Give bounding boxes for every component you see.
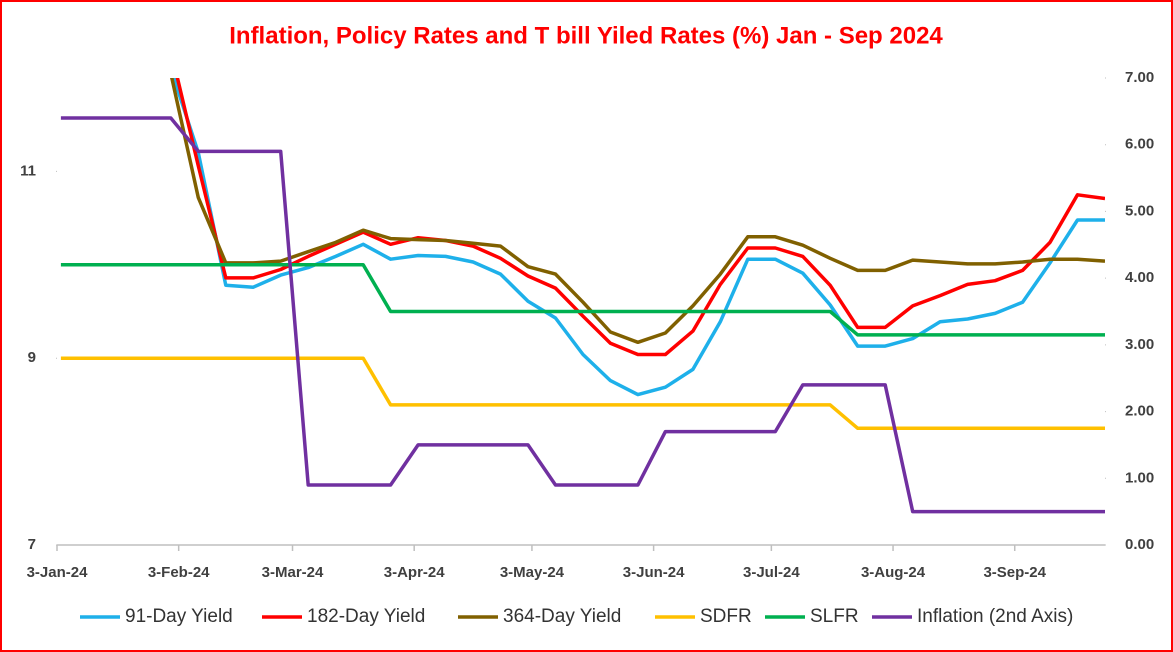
legend-label: 91-Day Yield: [125, 606, 233, 627]
legend-label: Inflation (2nd Axis): [917, 606, 1073, 627]
series-line: [60, 116, 1105, 514]
series-line: [170, 78, 1105, 345]
legend-label: 364-Day Yield: [503, 606, 621, 627]
y2-tick-label: 0.00: [1125, 536, 1154, 553]
y2-tick-label: 2.00: [1125, 403, 1154, 420]
legend-label: 182-Day Yield: [307, 606, 425, 627]
plot-area: [60, 78, 1105, 514]
y-tick-label: 7: [28, 536, 36, 553]
y2-tick-label: 6.00: [1125, 136, 1154, 153]
y2-tick-label: 1.00: [1125, 469, 1154, 486]
series-line: [60, 356, 1105, 431]
legend-label: SDFR: [700, 606, 752, 627]
x-tick-label: 3-Apr-24: [384, 564, 446, 581]
chart-title: Inflation, Policy Rates and T bill Yiled…: [229, 22, 943, 49]
x-tick-label: 3-Feb-24: [148, 564, 210, 581]
y2-tick-label: 7.00: [1125, 69, 1154, 86]
series-line: [172, 78, 1105, 397]
y2-tick-label: 4.00: [1125, 269, 1154, 286]
x-tick-label: 3-May-24: [500, 564, 565, 581]
x-tick-label: 3-Aug-24: [861, 564, 926, 581]
series-line: [60, 263, 1105, 337]
y-tick-label: 9: [28, 349, 36, 366]
legend-label: SLFR: [810, 606, 859, 627]
x-tick-label: 3-Jun-24: [623, 564, 685, 581]
x-tick-label: 3-Jan-24: [27, 564, 89, 581]
series-line: [175, 78, 1105, 357]
y2-tick-label: 5.00: [1125, 202, 1154, 219]
x-tick-label: 3-Jul-24: [743, 564, 800, 581]
y2-tick-label: 3.00: [1125, 336, 1154, 353]
y-tick-label: 11: [20, 162, 36, 179]
x-tick-label: 3-Mar-24: [262, 564, 324, 581]
x-tick-label: 3-Sep-24: [983, 564, 1046, 581]
